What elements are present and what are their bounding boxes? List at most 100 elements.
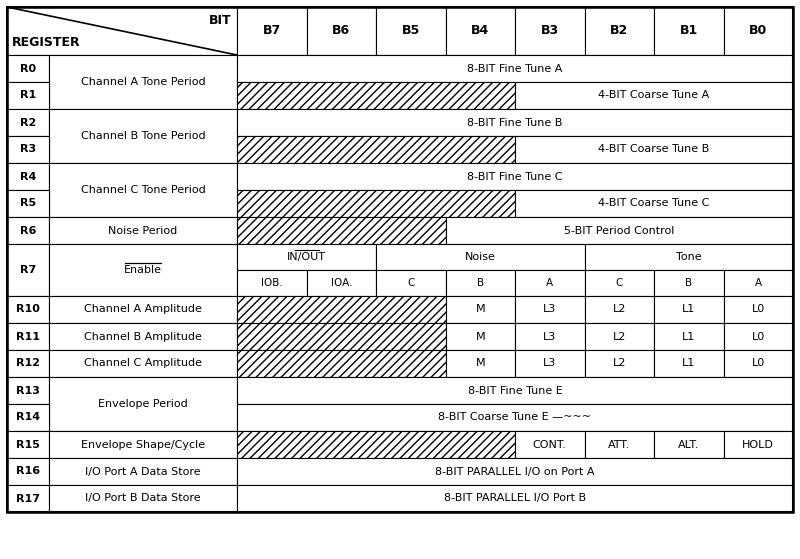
Text: Envelope Shape/Cycle: Envelope Shape/Cycle [81, 439, 205, 449]
Text: L3: L3 [543, 305, 556, 315]
Text: 8-BIT Fine Tune C: 8-BIT Fine Tune C [467, 172, 562, 182]
Text: 8-BIT Fine Tune B: 8-BIT Fine Tune B [467, 117, 562, 127]
Bar [585, 270, 654, 296]
Text: R6: R6 [20, 225, 36, 235]
Bar [723, 7, 793, 55]
Text: REGISTER: REGISTER [12, 36, 81, 50]
Bar [49, 109, 237, 163]
Bar [237, 109, 793, 136]
Text: 8-BIT Fine Tune A: 8-BIT Fine Tune A [467, 64, 562, 73]
Bar [515, 136, 793, 163]
Text: B4: B4 [471, 25, 490, 37]
Text: R12: R12 [16, 358, 40, 368]
Bar [585, 350, 654, 377]
Text: R3: R3 [20, 144, 36, 154]
Bar [237, 136, 515, 163]
Text: IOA.: IOA. [330, 278, 352, 288]
Text: Channel B Tone Period: Channel B Tone Period [81, 131, 206, 141]
Bar [446, 296, 515, 323]
Bar [585, 7, 654, 55]
Bar [237, 323, 446, 350]
Bar [7, 431, 49, 458]
Text: 5-BIT Period Control: 5-BIT Period Control [564, 225, 674, 235]
Bar [515, 323, 585, 350]
Bar [515, 190, 793, 217]
Bar [446, 217, 793, 244]
Text: L2: L2 [613, 358, 626, 368]
Text: B: B [685, 278, 692, 288]
Bar [7, 190, 49, 217]
Bar [49, 458, 237, 485]
Text: B: B [477, 278, 484, 288]
Text: ATT.: ATT. [608, 439, 630, 449]
Text: Channel B Amplitude: Channel B Amplitude [84, 331, 202, 342]
Bar [515, 82, 793, 109]
Bar [7, 217, 49, 244]
Bar [7, 485, 49, 512]
Bar [237, 485, 793, 512]
Text: R4: R4 [20, 172, 36, 182]
Text: Noise: Noise [465, 252, 496, 262]
Bar [7, 350, 49, 377]
Text: 8-BIT PARALLEL I/O on Port A: 8-BIT PARALLEL I/O on Port A [435, 467, 594, 476]
Bar [723, 270, 793, 296]
Bar [49, 431, 237, 458]
Bar [446, 350, 515, 377]
Text: B5: B5 [402, 25, 420, 37]
Bar [237, 217, 446, 244]
Text: M: M [475, 331, 485, 342]
Bar [723, 431, 793, 458]
Bar [723, 350, 793, 377]
Text: R2: R2 [20, 117, 36, 127]
Text: R7: R7 [20, 265, 36, 275]
Text: B3: B3 [541, 25, 559, 37]
Bar [237, 82, 515, 109]
Text: R11: R11 [16, 331, 40, 342]
Bar [237, 350, 446, 377]
Bar [306, 7, 376, 55]
Bar [237, 296, 446, 323]
Bar [654, 431, 723, 458]
Text: Channel A Tone Period: Channel A Tone Period [81, 77, 206, 87]
Bar [49, 244, 237, 296]
Bar [515, 350, 585, 377]
Bar [585, 323, 654, 350]
Bar [7, 82, 49, 109]
Text: L1: L1 [682, 331, 695, 342]
Text: Envelope Period: Envelope Period [98, 399, 188, 409]
Text: 8-BIT Fine Tune E: 8-BIT Fine Tune E [468, 386, 562, 396]
Text: A: A [754, 278, 762, 288]
Text: M: M [475, 358, 485, 368]
Text: L0: L0 [752, 358, 765, 368]
Bar [723, 323, 793, 350]
Text: Enable: Enable [124, 265, 162, 275]
Text: B2: B2 [610, 25, 628, 37]
Bar [49, 485, 237, 512]
Bar [237, 404, 793, 431]
Bar [237, 431, 515, 458]
Bar [446, 7, 515, 55]
Bar [723, 296, 793, 323]
Text: 4-BIT Coarse Tune B: 4-BIT Coarse Tune B [598, 144, 710, 154]
Text: Channel C Tone Period: Channel C Tone Period [81, 185, 206, 195]
Text: IN/OUT: IN/OUT [287, 252, 326, 262]
Bar [7, 377, 49, 404]
Text: I/O Port A Data Store: I/O Port A Data Store [85, 467, 201, 476]
Bar [237, 377, 793, 404]
Bar [654, 323, 723, 350]
Text: IOB.: IOB. [261, 278, 282, 288]
Bar [446, 323, 515, 350]
Bar [585, 296, 654, 323]
Text: L0: L0 [752, 305, 765, 315]
Text: B7: B7 [262, 25, 281, 37]
Text: L3: L3 [543, 331, 556, 342]
Bar [376, 7, 446, 55]
Bar [237, 7, 306, 55]
Text: ALT.: ALT. [678, 439, 699, 449]
Bar [49, 55, 237, 109]
Text: C: C [615, 278, 623, 288]
Text: HOLD: HOLD [742, 439, 774, 449]
Bar [654, 270, 723, 296]
Text: 4-BIT Coarse Tune C: 4-BIT Coarse Tune C [598, 198, 710, 209]
Bar [7, 296, 49, 323]
